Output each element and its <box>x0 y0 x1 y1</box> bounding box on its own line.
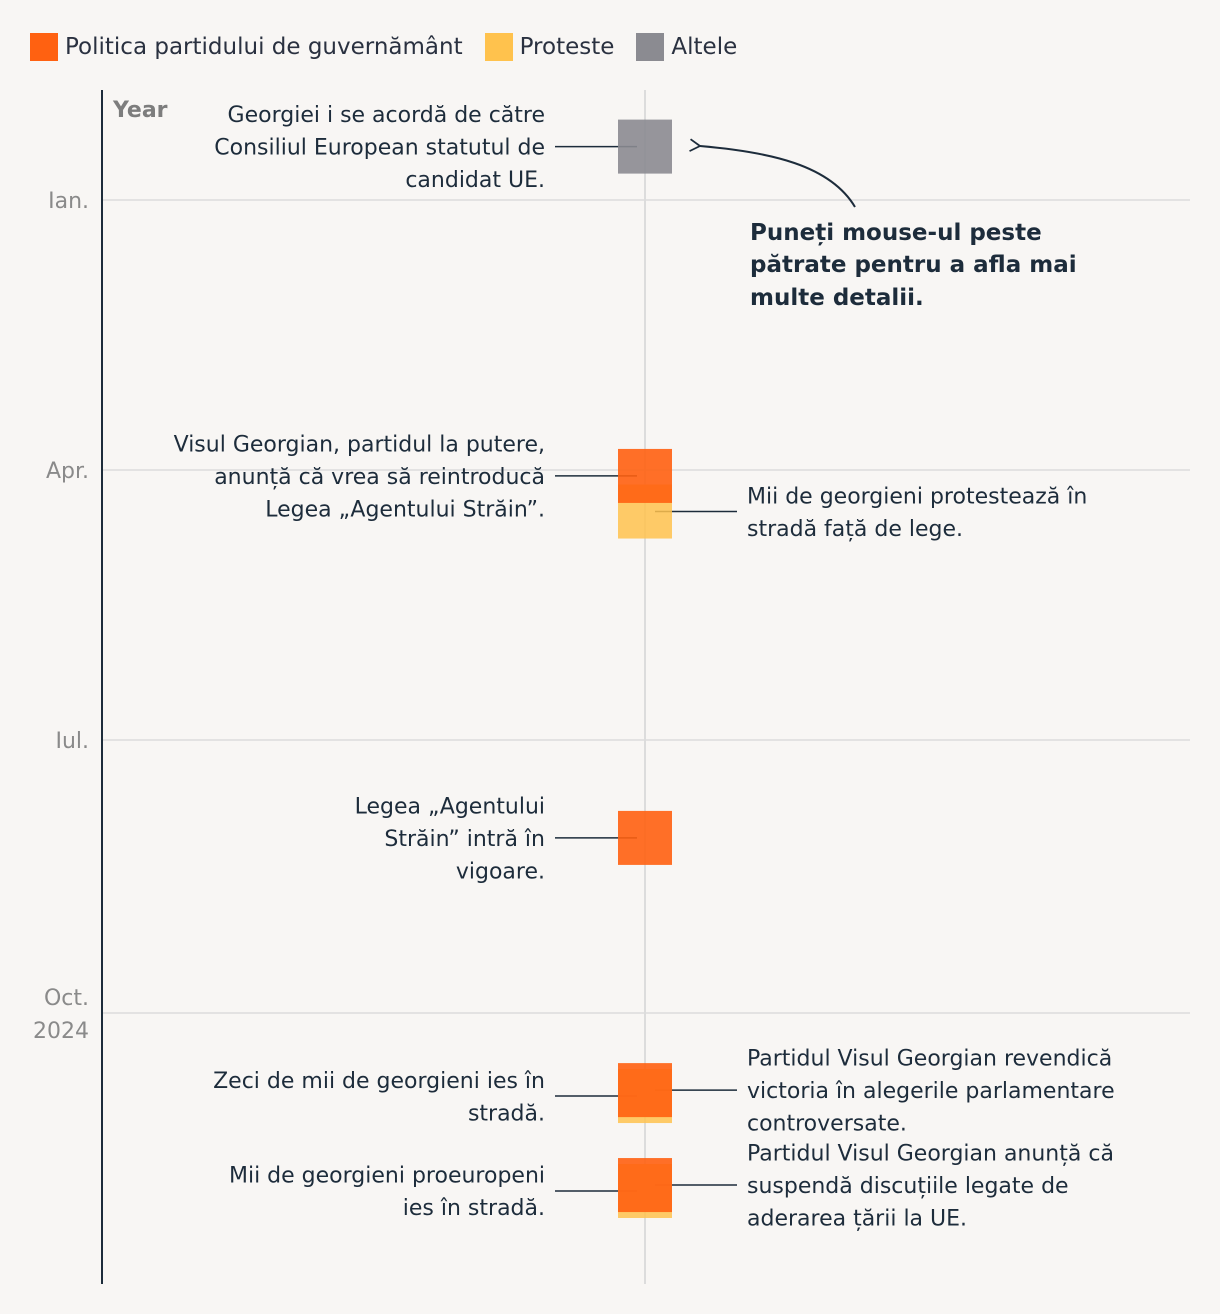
event-squares <box>618 119 672 1218</box>
event-square-2[interactable] <box>618 448 672 503</box>
event-square-8[interactable] <box>618 1158 672 1213</box>
event-label-4-line-3: vigoare. <box>456 859 545 884</box>
legend-label-ruling-party: Politica partidului de guvernământ <box>65 34 463 60</box>
event-labels: Georgiei i se acordă de către Consiliul E… <box>174 103 1115 1231</box>
event-label-2-line-3: Legea „Agentului Străin”. <box>265 497 545 522</box>
tick-label-oct: Oct. <box>44 986 89 1011</box>
legend-item-ruling-party[interactable]: Politica partidului de guvernământ <box>30 33 463 61</box>
event-label-8-line-1: Partidul Visul Georgian anunță că <box>747 1142 1114 1167</box>
event-square-4[interactable] <box>618 810 672 865</box>
hover-hint: Puneți mouse-ul peste pătrate pentru a a… <box>689 138 1077 311</box>
hint-arrow <box>689 138 856 208</box>
event-label-2-line-2: anunță că vrea să reintroducă <box>214 465 545 490</box>
event-label-6-line-1: Partidul Visul Georgian revendică <box>747 1047 1112 1072</box>
event-label-7-line-1: Mii de georgieni proeuropeni <box>229 1164 545 1189</box>
legend: Politica partidului de guvernământ Prote… <box>30 33 759 61</box>
event-label-8-line-2: suspendă discuțiile legate de <box>747 1174 1069 1199</box>
hint-line-1: Puneți mouse-ul peste <box>750 220 1042 246</box>
event-label-8-line-3: aderarea țării la UE. <box>747 1207 967 1232</box>
event-label-2-line-1: Visul Georgian, partidul la putere, <box>174 432 545 457</box>
event-square-1[interactable] <box>618 119 672 174</box>
event-label-3-line-2: stradă față de lege. <box>747 517 963 542</box>
tick-label-iul: Iul. <box>55 729 89 754</box>
event-square-6[interactable] <box>618 1063 672 1118</box>
legend-item-protests[interactable]: Proteste <box>484 33 615 61</box>
event-label-4-line-1: Legea „Agentului <box>355 794 545 819</box>
event-label-1-line-2: Consiliul European statutul de <box>214 136 545 161</box>
event-label-1-line-3: candidat UE. <box>405 168 545 193</box>
legend-label-other: Altele <box>671 34 738 60</box>
legend-item-other[interactable]: Altele <box>636 33 737 61</box>
event-label-5-line-1: Zeci de mii de georgieni ies în <box>213 1069 545 1094</box>
tick-label-apr: Apr. <box>46 459 89 484</box>
hint-line-2: pătrate pentru a afla mai <box>750 252 1077 278</box>
event-label-3-line-1: Mii de georgieni protestează în <box>747 484 1087 509</box>
event-label-7-line-2: ies în stradă. <box>403 1196 545 1221</box>
legend-swatch-other <box>636 33 665 61</box>
tick-labels: Ian. Apr. Iul. Oct. 2024 <box>33 189 89 1044</box>
event-label-1-line-1: Georgiei i se acordă de către <box>228 103 545 128</box>
legend-swatch-protests <box>484 33 513 61</box>
legend-label-protests: Proteste <box>519 34 615 60</box>
legend-swatch-ruling-party <box>30 33 58 61</box>
event-label-5-line-2: stradă. <box>468 1101 545 1126</box>
tick-label-ian: Ian. <box>48 189 89 214</box>
event-label-4-line-2: Străin” intră în <box>384 827 545 852</box>
y-axis-title: Year <box>112 98 168 123</box>
hint-line-3: multe detalii. <box>750 285 924 311</box>
tick-label-2024: 2024 <box>33 1019 89 1044</box>
event-label-6-line-2: victoria în alegerile parlamentare <box>747 1079 1115 1104</box>
event-label-6-line-3: controversate. <box>747 1112 907 1137</box>
